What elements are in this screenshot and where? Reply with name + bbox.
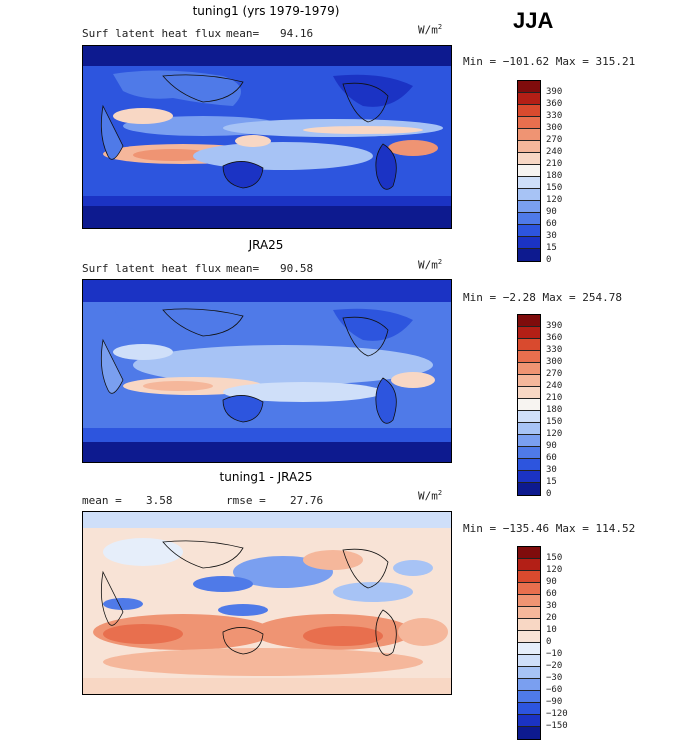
colorbar-tick: 240: [546, 147, 563, 157]
colorbar-tick: −90: [546, 697, 563, 707]
panel2-variable: Surf latent heat flux: [82, 262, 222, 275]
colorbar-tick: 15: [546, 243, 557, 253]
colorbar-tick: −20: [546, 661, 563, 671]
panel1-mean-value: 94.16: [280, 27, 314, 40]
colorbar-tick: 390: [546, 321, 563, 331]
panel3-minmax: Min = −135.46 Max = 114.52: [463, 522, 636, 535]
panel1-units: W/m2: [418, 23, 443, 37]
panel3-mean-value: 3.58: [146, 494, 173, 507]
panel2-units: W/m2: [418, 258, 443, 272]
colorbar-tick: 60: [546, 453, 557, 463]
colorbar-tick: 30: [546, 465, 557, 475]
panel1-minmax: Min = −101.62 Max = 315.21: [463, 55, 636, 68]
colorbar-tick: 150: [546, 183, 563, 193]
colorbar-tick: −60: [546, 685, 563, 695]
colorbar-tick: 180: [546, 405, 563, 415]
colorbar-tick: −10: [546, 649, 563, 659]
colorbar-tick: −30: [546, 673, 563, 683]
colorbar-tick: 0: [546, 489, 552, 499]
colorbar-tick: 300: [546, 357, 563, 367]
panel1-title: tuning1 (yrs 1979-1979): [192, 4, 340, 18]
colorbar-tick: 120: [546, 565, 563, 575]
colorbar-tick: 330: [546, 345, 563, 355]
panel1-map: [82, 45, 452, 229]
panel2-mean-value: 90.58: [280, 262, 314, 275]
colorbar-tick: −120: [546, 709, 568, 719]
colorbar-tick: 20: [546, 613, 557, 623]
colorbar-tick: 300: [546, 123, 563, 133]
colorbar-tick: 90: [546, 441, 557, 451]
colorbar-tick: 180: [546, 171, 563, 181]
panel3-rmse-label: rmse =: [226, 494, 266, 507]
colorbar-tick: 360: [546, 333, 563, 343]
panel2-minmax: Min = −2.28 Max = 254.78: [463, 291, 622, 304]
panel1-variable: Surf latent heat flux: [82, 27, 222, 40]
colorbar-tick: 60: [546, 219, 557, 229]
colorbar-tick: 150: [546, 417, 563, 427]
colorbar-tick: 270: [546, 369, 563, 379]
colorbar-tick: 210: [546, 393, 563, 403]
colorbar-tick: 0: [546, 637, 552, 647]
colorbar-tick: 120: [546, 195, 563, 205]
colorbar-tick: 30: [546, 231, 557, 241]
colorbar-tick: 0: [546, 255, 552, 265]
colorbar-tick: 30: [546, 601, 557, 611]
panel3-colorbar: [517, 546, 541, 740]
colorbar-tick: 360: [546, 99, 563, 109]
panel2-mean-label: mean=: [226, 262, 260, 275]
panel2-title: JRA25: [248, 238, 284, 252]
colorbar-tick: 270: [546, 135, 563, 145]
panel2-colorbar: [517, 314, 541, 496]
panel3-map: [82, 511, 452, 695]
panel3-title: tuning1 - JRA25: [219, 470, 313, 484]
colorbar-tick: 120: [546, 429, 563, 439]
panel1-mean-label: mean=: [226, 27, 260, 40]
colorbar-tick: 150: [546, 553, 563, 563]
season-label: JJA: [513, 8, 554, 33]
panel3-rmse-value: 27.76: [290, 494, 324, 507]
panel1-colorbar: [517, 80, 541, 262]
colorbar-tick: 330: [546, 111, 563, 121]
colorbar-tick: 15: [546, 477, 557, 487]
panel3-units: W/m2: [418, 489, 443, 503]
colorbar-tick: 60: [546, 589, 557, 599]
colorbar-tick: 390: [546, 87, 563, 97]
panel3-mean-label: mean =: [82, 494, 122, 507]
colorbar-tick: 90: [546, 577, 557, 587]
colorbar-tick: 210: [546, 159, 563, 169]
colorbar-tick: 10: [546, 625, 557, 635]
panel2-map: [82, 279, 452, 463]
colorbar-tick: 240: [546, 381, 563, 391]
colorbar-tick: −150: [546, 721, 568, 731]
colorbar-tick: 90: [546, 207, 557, 217]
